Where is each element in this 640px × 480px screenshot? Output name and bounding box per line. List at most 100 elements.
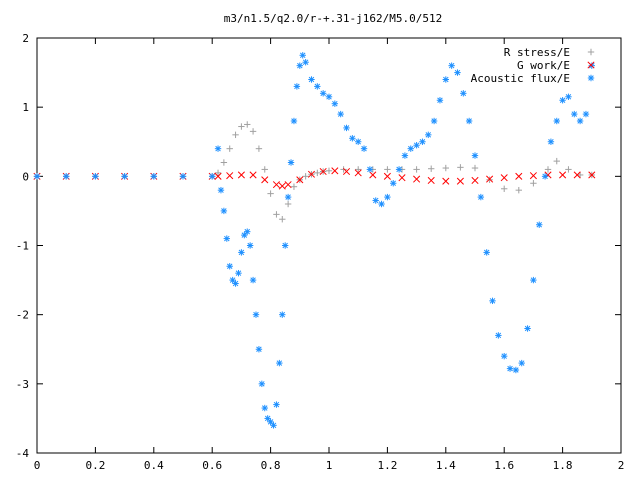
series-2-point (279, 311, 286, 318)
series-2-point (477, 193, 485, 201)
series-2-point (442, 76, 449, 83)
y-tick-label: -1 (16, 240, 29, 253)
legend-label: G work/E (517, 59, 570, 72)
series-0-point (244, 121, 251, 128)
series-2-point (258, 380, 266, 388)
legend-label: R stress/E (504, 46, 570, 59)
series-1-point (456, 177, 464, 185)
series-2-point (337, 110, 344, 118)
x-tick-label: 0.4 (144, 459, 164, 472)
series-2-point (252, 311, 260, 318)
series-0-point (442, 164, 449, 172)
x-tick-label: 0.6 (202, 459, 222, 472)
series-2-point (308, 76, 315, 83)
series-2-point (226, 263, 233, 270)
series-2-point (512, 366, 520, 374)
series-2-point (547, 138, 555, 145)
series-0-point (279, 216, 286, 223)
series-2-point (121, 173, 128, 180)
series-2-point (355, 138, 362, 145)
series-2-point (214, 145, 222, 152)
series-1-point (573, 171, 581, 179)
legend-label: Acoustic flux/E (471, 72, 570, 85)
series-1-point (588, 171, 596, 179)
series-1-point (272, 181, 280, 189)
series-2-point (524, 325, 531, 332)
series-0-point (232, 131, 239, 139)
series-2-point (454, 69, 461, 76)
series-1-point (442, 177, 450, 185)
series-0-point (261, 166, 268, 173)
series-2-point (413, 142, 420, 149)
data-points (33, 52, 596, 429)
series-0-point (428, 165, 435, 172)
series-2-point (284, 193, 292, 201)
series-2-point (576, 117, 584, 125)
series-1-point (319, 167, 327, 176)
series-0-point (220, 159, 228, 166)
series-0-point (515, 186, 522, 194)
series-2-point (217, 186, 225, 194)
series-2-point (483, 249, 490, 256)
series-2-point (582, 110, 590, 118)
series-2-point (460, 90, 467, 97)
x-tick-label: 2 (618, 459, 625, 472)
series-2-point (378, 200, 385, 208)
series-1-point (427, 176, 435, 185)
series-2-point (325, 93, 333, 100)
series-2-point (249, 276, 257, 284)
series-2-point (407, 145, 414, 152)
legend-marker (587, 74, 595, 82)
series-2-point (282, 242, 289, 249)
series-1-point (226, 172, 234, 180)
series-2-point (33, 173, 41, 180)
series-2-point (518, 359, 525, 367)
series-0-point (565, 166, 572, 173)
series-2-point (366, 166, 374, 173)
y-tick-label: -4 (16, 447, 30, 460)
series-1-point (515, 172, 523, 180)
series-2-point (302, 59, 309, 66)
x-tick-label: 1.6 (494, 459, 514, 472)
series-2-point (261, 404, 268, 412)
x-tick-label: 1.4 (436, 459, 456, 472)
series-0-point (255, 145, 263, 152)
series-0-point (273, 211, 280, 218)
series-0-point (325, 167, 333, 174)
series-1-point (413, 175, 421, 183)
series-2-point (209, 173, 216, 180)
series-0-point (384, 166, 391, 173)
series-1-point (296, 176, 304, 184)
legend-marker (587, 48, 595, 56)
series-2-point (223, 235, 230, 242)
x-tick-label: 1 (326, 459, 333, 472)
series-2-point (343, 124, 350, 132)
series-1-point (342, 167, 351, 176)
y-tick-label: 1 (22, 101, 29, 114)
series-1-point (331, 167, 339, 175)
series-2-point (395, 166, 403, 173)
series-0-point (290, 183, 298, 190)
x-tick-label: 1.8 (553, 459, 573, 472)
series-1-point (261, 176, 269, 184)
y-tick-label: -2 (16, 309, 29, 322)
series-2-point (287, 159, 295, 166)
series-2-point (471, 152, 479, 159)
series-1-point (383, 172, 391, 180)
series-2-point (372, 197, 379, 204)
series-0-point (314, 169, 321, 177)
series-2-point (293, 83, 301, 90)
series-0-point (553, 157, 560, 165)
axis-ticks: 0 0.2 0.4 0.6 0.8 1 1.2 1.4 1.6 1.8 2 2 1 0 -1 -2 -3 -4 (16, 32, 625, 472)
series-1-point (307, 170, 316, 178)
series-0-point (457, 164, 464, 171)
series-2-point (296, 62, 303, 69)
series-1-point (398, 174, 406, 182)
series-2-point (530, 276, 537, 284)
plot-frame (36, 37, 622, 454)
series-0-point (226, 145, 233, 152)
y-tick-label: -3 (16, 378, 29, 391)
series-0-point (214, 169, 222, 177)
